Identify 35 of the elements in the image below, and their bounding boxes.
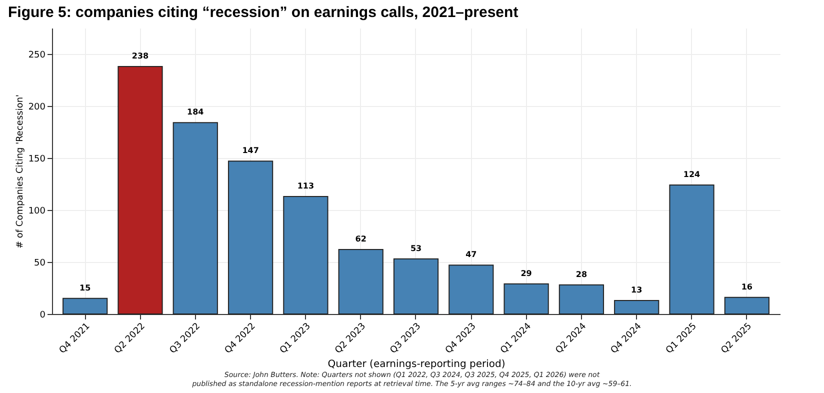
y-tick-label: 150 — [28, 154, 46, 164]
data-label: 28 — [576, 270, 588, 279]
bar — [118, 66, 163, 314]
chart-title: Figure 5: companies citing “recession” on earnings calls, 2021–present — [7, 3, 520, 23]
data-label: 147 — [242, 146, 259, 156]
data-label: 53 — [410, 244, 422, 253]
data-label: 15 — [80, 283, 92, 292]
bar — [283, 196, 328, 314]
bar — [504, 283, 549, 314]
data-label: 184 — [187, 108, 204, 117]
bar — [393, 258, 439, 314]
data-label: 238 — [132, 51, 150, 60]
data-label: 29 — [520, 268, 532, 278]
bar — [669, 184, 714, 314]
bar — [172, 122, 218, 314]
y-tick-label: 0 — [40, 310, 46, 320]
y-tick-label: 50 — [34, 258, 46, 268]
bar — [558, 284, 604, 314]
bar — [614, 300, 660, 314]
y-axis-title: # of Companies Citing 'Recession' — [15, 94, 26, 249]
bar — [62, 298, 108, 314]
data-label: 62 — [355, 234, 366, 244]
bar — [448, 264, 494, 314]
data-label: 47 — [466, 250, 477, 260]
x-axis-title: Quarter (earnings-reporting period) — [328, 359, 506, 370]
y-tick-label: 250 — [28, 50, 46, 60]
bar — [724, 296, 770, 314]
data-label: 124 — [683, 170, 701, 180]
data-label: 113 — [297, 181, 314, 190]
data-label: 13 — [631, 285, 642, 294]
y-tick-label: 200 — [28, 102, 46, 112]
data-label: 16 — [741, 282, 753, 292]
y-tick-label: 100 — [28, 206, 46, 216]
bar — [228, 160, 274, 314]
bar — [338, 249, 384, 314]
